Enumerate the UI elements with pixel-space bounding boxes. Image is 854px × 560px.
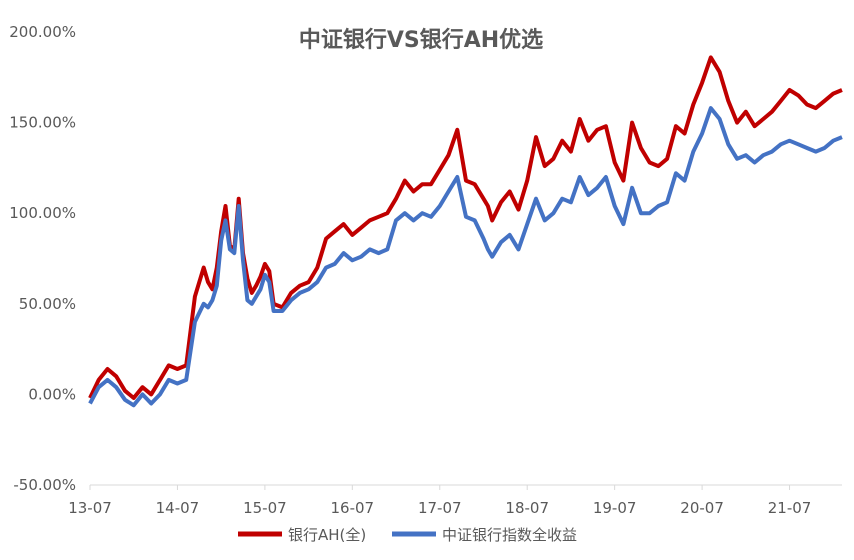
- y-tick-label: 100.00%: [9, 204, 76, 222]
- y-tick-label: 200.00%: [9, 23, 76, 41]
- x-tick-label: 17-07: [418, 499, 462, 517]
- legend-label-csi-bank: 中证银行指数全收益: [442, 526, 577, 544]
- legend: 银行AH(全) 中证银行指数全收益: [238, 526, 577, 544]
- x-tick-label: 19-07: [593, 499, 637, 517]
- x-tick-label: 21-07: [768, 499, 812, 517]
- x-axis: 13-07 14-07 15-07 16-07 17-07 18-07 19-07 20-07…: [68, 485, 811, 517]
- chart-title: 中证银行VS银行AH优选: [299, 27, 543, 53]
- y-axis: 200.00% 150.00% 100.00% 50.00% 0.00% -50.00%: [9, 23, 76, 494]
- legend-label-bank-ah: 银行AH(全): [288, 526, 366, 544]
- series-line-bank-ah: [88, 55, 843, 400]
- series-lines: [88, 55, 843, 408]
- series-line-csi-bank: [88, 106, 843, 408]
- x-tick-label: 18-07: [505, 499, 549, 517]
- y-tick-label: 0.00%: [28, 385, 76, 403]
- x-tick-label: 15-07: [243, 499, 287, 517]
- y-tick-label: 150.00%: [9, 114, 76, 132]
- y-tick-label: -50.00%: [13, 476, 76, 494]
- x-tick-label: 13-07: [68, 499, 112, 517]
- x-tick-label: 20-07: [680, 499, 724, 517]
- y-tick-label: 50.00%: [19, 295, 76, 313]
- x-tick-label: 14-07: [156, 499, 200, 517]
- x-tick-label: 16-07: [331, 499, 375, 517]
